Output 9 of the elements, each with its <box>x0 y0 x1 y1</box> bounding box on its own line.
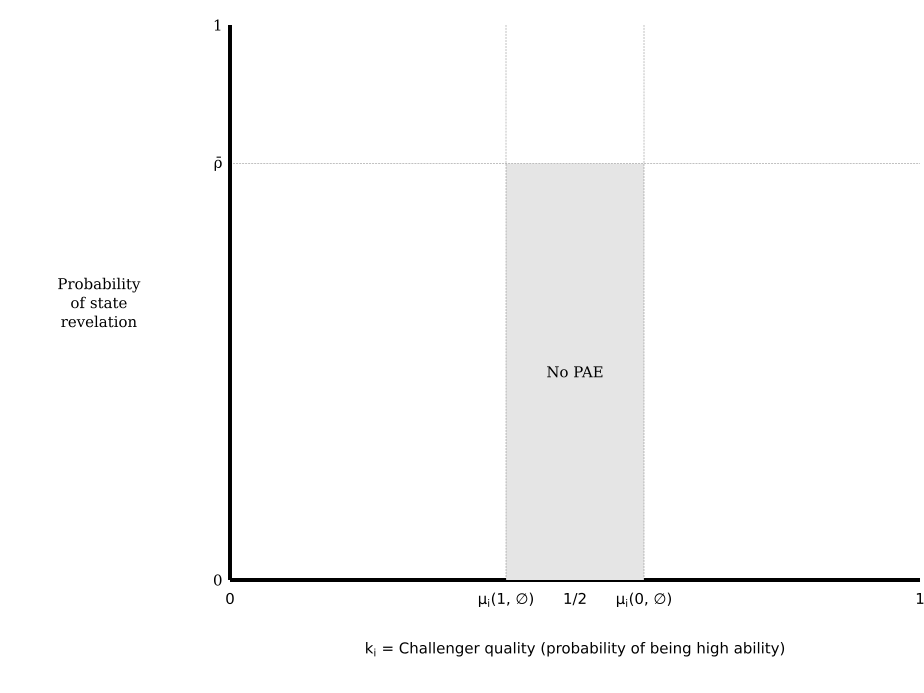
x-tick-label: 1 <box>916 593 924 604</box>
ref-line-label: ρ̄ <box>214 156 222 171</box>
x-tick-label: 0 <box>226 592 234 604</box>
series-label: No PAE <box>547 366 602 378</box>
x-tick-label: 1/2 <box>564 592 586 606</box>
x-axis-title: k$_{i}$ = Challenger quality (probability of being high ability) <box>366 642 784 656</box>
ref-line-label: μ$_{i}$(1, ∅) <box>478 592 533 608</box>
ref-line-label: μ$_{i}$(0, ∅) <box>616 592 672 608</box>
y-axis-title: Probability of state revelation <box>58 278 140 328</box>
